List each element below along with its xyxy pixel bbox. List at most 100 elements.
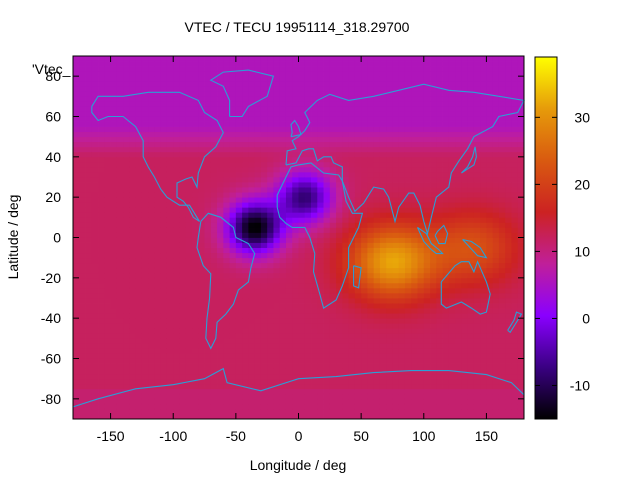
heatmap-cell (129, 212, 137, 218)
heatmap-cell (336, 131, 343, 138)
heatmap-cell (317, 217, 324, 223)
heatmap-cell (135, 207, 143, 213)
heatmap-cell (392, 328, 400, 334)
heatmap-cell (248, 323, 256, 329)
heatmap-cell (85, 368, 93, 375)
heatmap-cell (298, 222, 306, 228)
heatmap-cell (404, 358, 412, 364)
heatmap-cell (486, 272, 494, 279)
heatmap-cell (304, 217, 312, 223)
heatmap-cell (323, 161, 331, 168)
heatmap-cell (110, 323, 118, 329)
heatmap-cell (342, 348, 350, 354)
heatmap-cell (461, 343, 469, 349)
heatmap-cell (260, 177, 268, 183)
heatmap-cell (373, 96, 381, 102)
heatmap-cell (423, 171, 431, 178)
heatmap-cell (323, 353, 331, 359)
heatmap-cell (279, 413, 287, 420)
heatmap-cell (260, 378, 268, 385)
heatmap-cell (217, 171, 224, 178)
heatmap-cell (404, 373, 412, 380)
heatmap-cell (467, 192, 475, 198)
heatmap-cell (430, 166, 437, 173)
heatmap-cell (116, 197, 124, 203)
heatmap-cell (348, 378, 356, 385)
heatmap-cell (392, 222, 400, 228)
heatmap-cell (486, 56, 494, 62)
heatmap-cell (430, 76, 437, 82)
heatmap-cell (373, 161, 381, 168)
heatmap-cell (248, 287, 256, 294)
heatmap-cell (361, 333, 368, 339)
heatmap-cell (229, 373, 237, 380)
heatmap-cell (279, 76, 287, 82)
heatmap-cell (217, 106, 224, 112)
heatmap-cell (173, 343, 180, 349)
heatmap-cell (461, 121, 469, 127)
heatmap-cell (417, 257, 425, 264)
heatmap-cell (79, 353, 86, 359)
heatmap-cell (430, 292, 437, 299)
heatmap-cell (210, 257, 218, 264)
heatmap-cell (98, 237, 105, 243)
heatmap-cell (217, 318, 224, 324)
heatmap-cell (354, 232, 362, 238)
heatmap-cell (166, 192, 174, 198)
heatmap-cell (192, 363, 199, 369)
heatmap-cell (486, 91, 494, 97)
heatmap-cell (279, 151, 287, 158)
heatmap-cell (242, 222, 249, 228)
heatmap-cell (248, 197, 256, 203)
heatmap-cell (242, 116, 249, 122)
heatmap-cell (467, 272, 475, 279)
heatmap-cell (242, 318, 249, 324)
heatmap-cell (404, 61, 412, 67)
heatmap-cell (430, 202, 437, 208)
heatmap-cell (204, 403, 212, 410)
heatmap-cell (436, 187, 443, 193)
heatmap-cell (166, 66, 174, 72)
heatmap-cell (367, 353, 375, 359)
heatmap-cell (135, 212, 143, 218)
heatmap-cell (430, 247, 437, 254)
heatmap-cell (148, 86, 155, 92)
heatmap-cell (329, 166, 337, 173)
heatmap-cell (166, 222, 174, 228)
heatmap-cell (392, 252, 400, 259)
heatmap-cell (273, 177, 281, 183)
heatmap-cell (116, 292, 124, 299)
heatmap-cell (123, 126, 130, 133)
heatmap-cell (129, 131, 137, 138)
heatmap-cell (267, 222, 274, 228)
heatmap-cell (154, 237, 162, 243)
heatmap-cell (273, 131, 281, 138)
heatmap-cell (361, 378, 368, 385)
heatmap-cell (448, 91, 456, 97)
heatmap-cell (348, 353, 356, 359)
heatmap-cell (198, 323, 205, 329)
heatmap-cell (430, 338, 437, 344)
heatmap-cell (260, 257, 268, 264)
heatmap-cell (285, 126, 293, 133)
heatmap-cell (160, 358, 168, 364)
heatmap-cell (386, 116, 393, 122)
heatmap-cell (373, 353, 381, 359)
heatmap-cell (292, 161, 299, 168)
heatmap-cell (160, 388, 168, 395)
heatmap-cell (304, 212, 312, 218)
heatmap-cell (273, 363, 281, 369)
heatmap-cell (386, 298, 393, 304)
heatmap-cell (185, 192, 193, 198)
heatmap-cell (210, 61, 218, 67)
heatmap-cell (185, 182, 193, 188)
heatmap-cell (404, 333, 412, 339)
heatmap-cell (223, 262, 230, 269)
heatmap-cell (141, 96, 149, 102)
heatmap-cell (260, 338, 268, 344)
heatmap-cell (329, 378, 337, 385)
heatmap-cell (235, 298, 243, 304)
heatmap-cell (317, 403, 324, 410)
heatmap-cell (317, 363, 324, 369)
heatmap-cell (430, 106, 437, 112)
